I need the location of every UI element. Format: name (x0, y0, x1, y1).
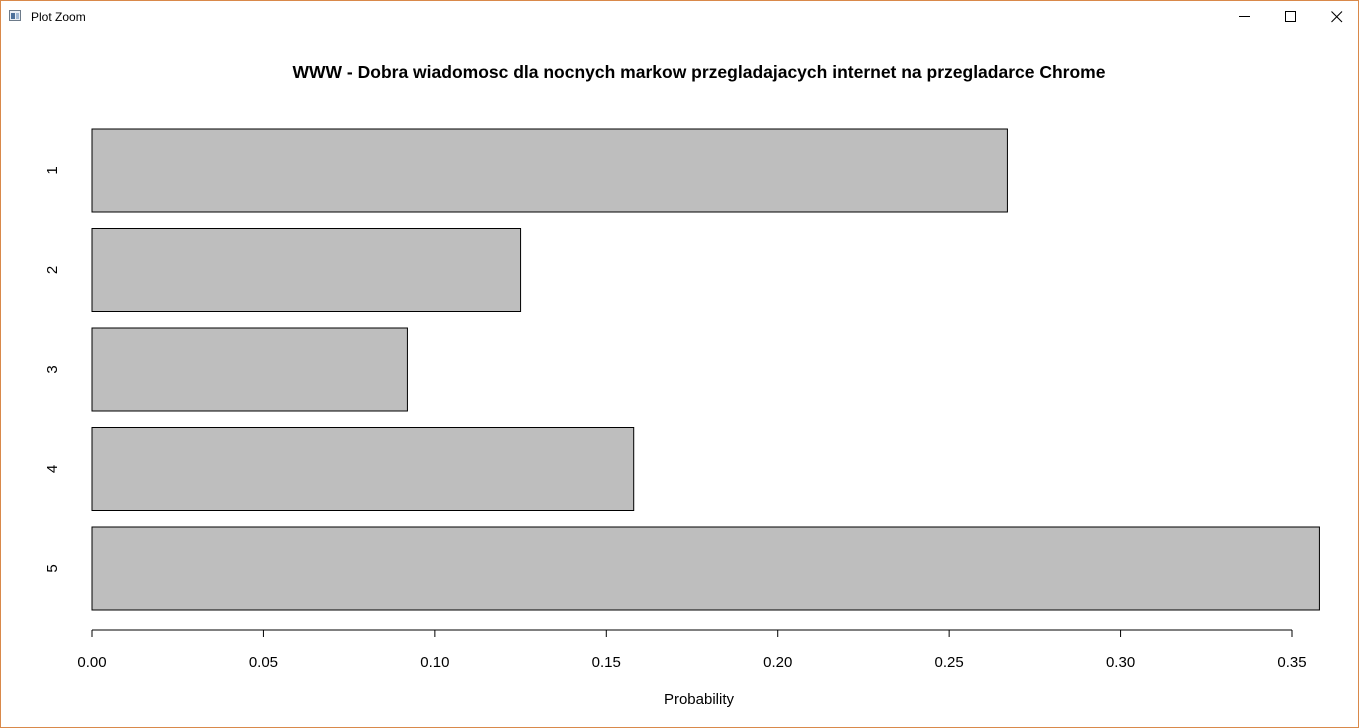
x-tick-label: 0.15 (592, 654, 621, 671)
x-tick-label: 0.10 (420, 654, 449, 671)
plot-window-icon (9, 10, 21, 21)
bar-4 (91, 427, 635, 511)
x-tick-label: 0.25 (935, 654, 964, 671)
minimize-button[interactable] (1222, 1, 1268, 32)
bar-2 (91, 228, 522, 312)
x-tick-label: 0.35 (1277, 654, 1306, 671)
x-tick-label: 0.05 (249, 654, 278, 671)
x-tick-label: 0.30 (1106, 654, 1135, 671)
x-tick-label: 0.20 (763, 654, 792, 671)
title-bar[interactable]: Plot Zoom (1, 1, 1358, 32)
y-tick-label-3: 3 (44, 365, 61, 373)
x-tick-label: 0.00 (77, 654, 106, 671)
minimize-icon (1239, 16, 1250, 17)
chart-title: WWW - Dobra wiadomosc dla nocnych markow… (293, 62, 1106, 82)
bar-1 (91, 128, 1008, 213)
y-tick-labels: 1 2 3 4 5 (44, 166, 61, 572)
bar-3 (91, 327, 408, 412)
x-axis-label: Probability (664, 691, 735, 708)
window-title: Plot Zoom (31, 10, 86, 24)
x-axis: 0.00 0.05 0.10 0.15 0.20 0.25 0.30 0.35 (77, 629, 1307, 671)
bars-group (91, 128, 1320, 611)
close-icon (1331, 11, 1343, 23)
bar-5 (91, 526, 1320, 611)
maximize-button[interactable] (1268, 1, 1314, 32)
y-tick-label-2: 2 (44, 266, 61, 274)
y-tick-label-5: 5 (44, 564, 61, 572)
close-button[interactable] (1314, 1, 1359, 32)
y-tick-label-1: 1 (44, 166, 61, 174)
maximize-icon (1285, 11, 1296, 22)
y-tick-label-4: 4 (44, 465, 61, 473)
